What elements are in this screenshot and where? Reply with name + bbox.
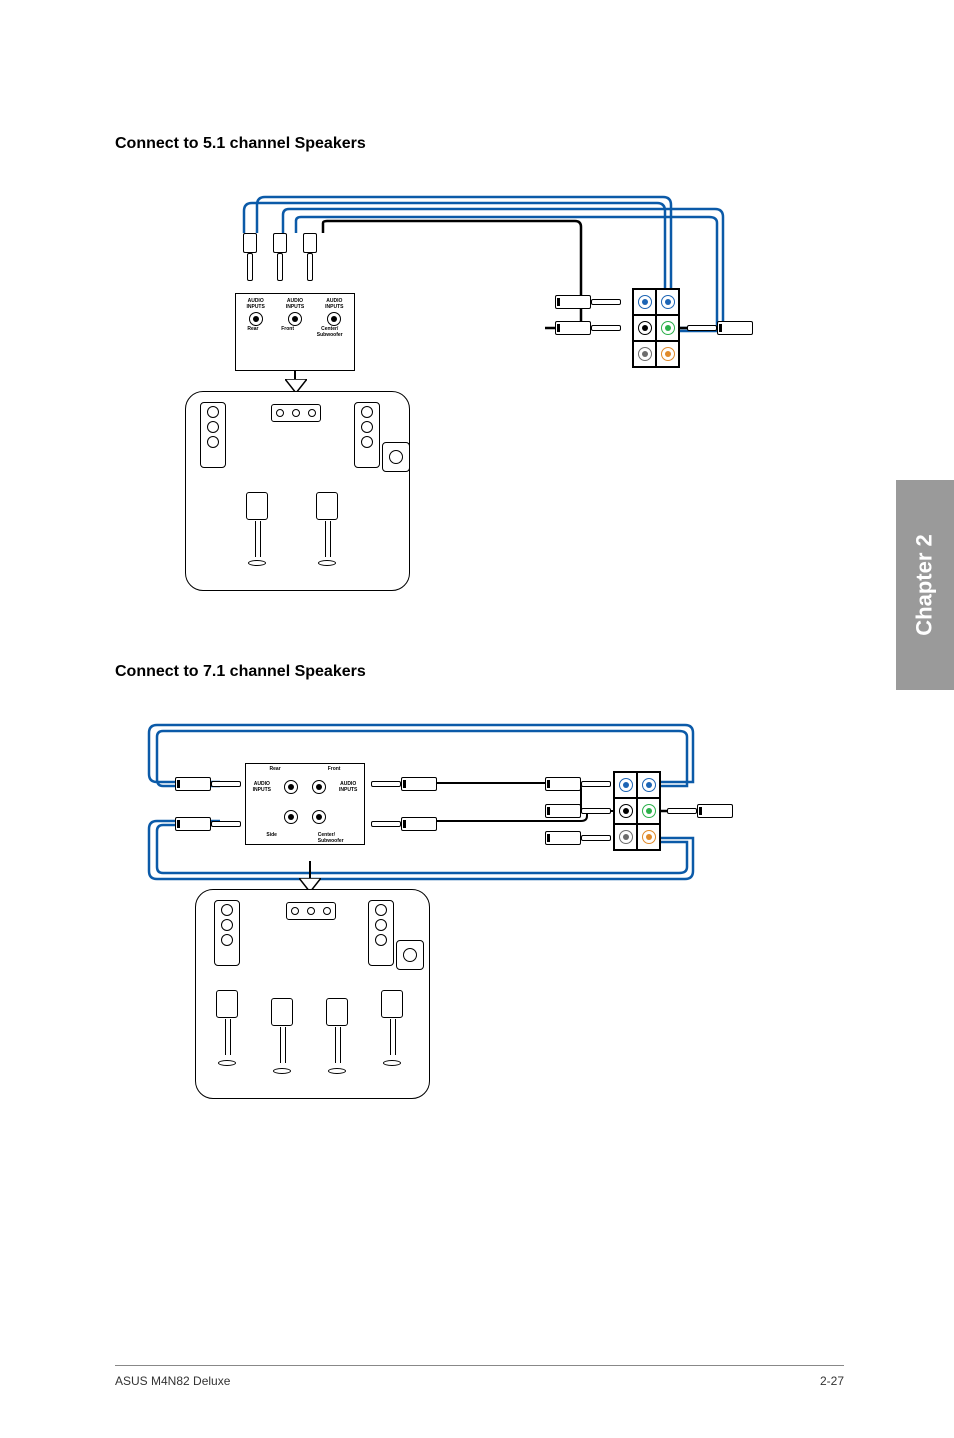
hplug-71-1 bbox=[175, 777, 241, 791]
label-center: Center/ Subwoofer bbox=[317, 326, 343, 338]
hplug-71-4 bbox=[371, 817, 437, 831]
hplug-71-2 bbox=[175, 817, 241, 831]
chapter-tab: Chapter 2 bbox=[896, 480, 954, 690]
speaker-box-71 bbox=[195, 889, 430, 1099]
label-front: Front bbox=[281, 326, 294, 338]
hplug-1 bbox=[555, 295, 621, 309]
chapter-tab-label: Chapter 2 bbox=[912, 534, 938, 635]
heading-71: Connect to 7.1 channel Speakers bbox=[115, 663, 844, 681]
hplug-71-5 bbox=[545, 777, 611, 791]
diagram-51: AUDIO INPUTS AUDIO INPUTS AUDIO INPUTS R… bbox=[115, 193, 835, 603]
hplug-71-7 bbox=[545, 831, 611, 845]
page-footer: ASUS M4N82 Deluxe 2-27 bbox=[115, 1365, 844, 1388]
plug-rear-51 bbox=[243, 233, 257, 281]
hplug-71-6 bbox=[545, 804, 611, 818]
hplug-3 bbox=[687, 321, 753, 335]
audio-panel-71: Rear Front AUDIO INPUTS AUDIO INPUTS Sid… bbox=[245, 763, 365, 845]
plug-center-51 bbox=[303, 233, 317, 281]
hplug-2 bbox=[555, 321, 621, 335]
heading-51: Connect to 5.1 channel Speakers bbox=[115, 135, 844, 153]
mobo-ports-71 bbox=[613, 771, 661, 851]
footer-right: 2-27 bbox=[820, 1374, 844, 1388]
label-rear: Rear bbox=[247, 326, 258, 338]
diagram-71: Rear Front AUDIO INPUTS AUDIO INPUTS Sid… bbox=[115, 721, 835, 1111]
label-audio-inputs: AUDIO INPUTS bbox=[246, 298, 264, 310]
plug-front-51 bbox=[273, 233, 287, 281]
mobo-ports-51 bbox=[632, 288, 680, 368]
footer-left: ASUS M4N82 Deluxe bbox=[115, 1374, 230, 1388]
speaker-box-51 bbox=[185, 391, 410, 591]
hplug-71-8 bbox=[667, 804, 733, 818]
hplug-71-3 bbox=[371, 777, 437, 791]
audio-panel-51: AUDIO INPUTS AUDIO INPUTS AUDIO INPUTS R… bbox=[235, 293, 355, 371]
